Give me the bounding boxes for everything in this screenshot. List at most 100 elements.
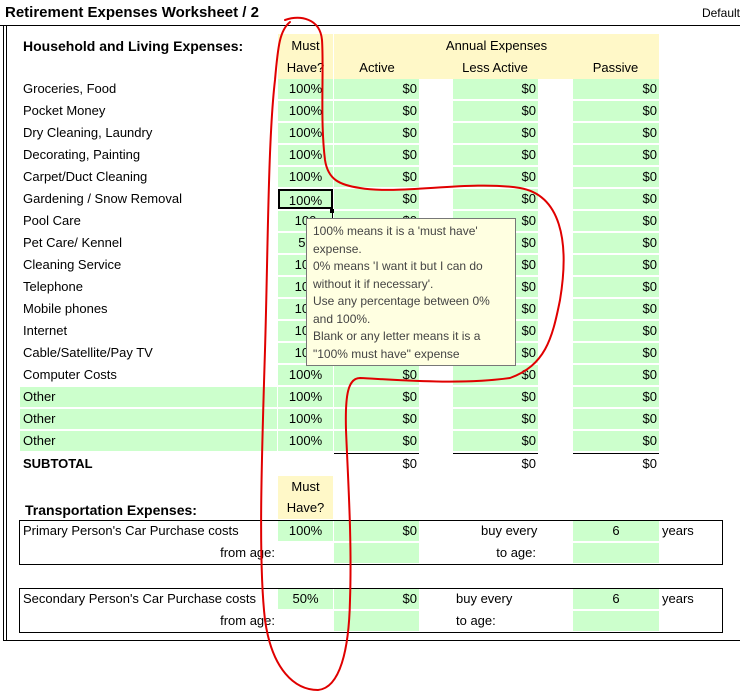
expense-label: Pocket Money — [23, 103, 106, 118]
passive-expense-cell[interactable]: $0 — [573, 409, 659, 429]
passive-expense-cell[interactable]: $0 — [573, 79, 659, 99]
secondary-to-age-input[interactable] — [573, 611, 659, 631]
secondary-buy-every-label: buy every — [456, 591, 513, 606]
active-expense-cell[interactable]: $0 — [334, 123, 419, 143]
annual-expenses-header: Annual Expenses Active Less Active Passi… — [334, 34, 659, 79]
primary-car-label: Primary Person's Car Purchase costs — [23, 523, 239, 538]
primary-car-cost[interactable]: $0 — [334, 521, 419, 541]
must-have-cell[interactable]: 100% — [278, 79, 333, 99]
active-expense-cell[interactable]: $0 — [334, 101, 419, 121]
secondary-years-label: years — [662, 591, 694, 606]
passive-expense-cell[interactable]: $0 — [573, 343, 659, 363]
must-have-header: Must Have? — [278, 34, 333, 79]
active-expense-cell[interactable]: $0 — [334, 145, 419, 165]
col-header-passive: Passive — [592, 60, 639, 75]
expense-label: Dry Cleaning, Laundry — [23, 125, 153, 140]
frame-left-border — [3, 26, 4, 640]
passive-expense-cell[interactable]: $0 — [573, 233, 659, 253]
less-active-expense-cell[interactable]: $0 — [453, 79, 538, 99]
annual-expenses-title: Annual Expenses — [445, 38, 548, 53]
must-have-cell[interactable]: 100% — [278, 123, 333, 143]
must-have-cell[interactable]: 100% — [278, 409, 333, 429]
passive-expense-cell[interactable]: $0 — [573, 387, 659, 407]
expense-label[interactable]: Other — [20, 387, 277, 407]
primary-car-must-have[interactable]: 100% — [278, 521, 333, 541]
frame-bottom-border — [3, 640, 740, 641]
active-expense-cell[interactable]: $0 — [334, 409, 419, 429]
less-active-expense-cell[interactable]: $0 — [453, 409, 538, 429]
must-have-cell[interactable]: 100% — [278, 365, 333, 385]
transport-heading: Transportation Expenses: — [25, 502, 197, 518]
primary-years-input[interactable]: 6 — [573, 521, 659, 541]
less-active-expense-cell[interactable]: $0 — [453, 167, 538, 187]
less-active-expense-cell[interactable]: $0 — [453, 101, 538, 121]
must-have-cell[interactable]: 100% — [278, 101, 333, 121]
must-have-header-line1: Must — [291, 38, 320, 53]
less-active-expense-cell[interactable]: $0 — [453, 365, 538, 385]
expense-label: Internet — [23, 323, 68, 338]
subtotal-less-active: $0 — [521, 456, 536, 471]
must-have-header-line2: Have? — [286, 60, 325, 75]
passive-expense-cell[interactable]: $0 — [573, 431, 659, 451]
title-divider — [0, 25, 740, 26]
primary-buy-every-label: buy every — [481, 523, 538, 538]
less-active-expense-cell[interactable]: $0 — [453, 145, 538, 165]
expense-label: Cable/Satellite/Pay TV — [23, 345, 153, 360]
secondary-car-must-have[interactable]: 50% — [278, 589, 333, 609]
secondary-from-age-label: from age: — [220, 613, 275, 628]
transport-must-have-header: Must Have? — [278, 476, 333, 519]
secondary-car-cost[interactable]: $0 — [334, 589, 419, 609]
less-active-expense-cell[interactable]: $0 — [453, 189, 538, 209]
expense-label[interactable]: Other — [20, 431, 277, 451]
must-have-cell[interactable]: 100% — [278, 387, 333, 407]
expense-label: Cleaning Service — [23, 257, 122, 272]
must-have-cell[interactable]: 100% — [278, 431, 333, 451]
must-have-cell[interactable]: 100% — [278, 189, 333, 209]
passive-expense-cell[interactable]: $0 — [573, 321, 659, 341]
expense-label: Telephone — [23, 279, 83, 294]
subtotal-passive: $0 — [642, 456, 657, 471]
active-expense-cell[interactable]: $0 — [334, 365, 419, 385]
passive-expense-cell[interactable]: $0 — [573, 167, 659, 187]
passive-expense-cell[interactable]: $0 — [573, 189, 659, 209]
worksheet-title: Retirement Expenses Worksheet / 2 — [5, 4, 259, 21]
primary-to-age-input[interactable] — [573, 543, 659, 563]
secondary-from-age-input[interactable] — [334, 611, 419, 631]
expense-label: Computer Costs — [23, 367, 117, 382]
passive-expense-cell[interactable]: $0 — [573, 123, 659, 143]
active-expense-cell[interactable]: $0 — [334, 431, 419, 451]
passive-expense-cell[interactable]: $0 — [573, 277, 659, 297]
active-expense-cell[interactable]: $0 — [334, 387, 419, 407]
primary-from-age-input[interactable] — [334, 543, 419, 563]
transport-must-have-line2: Have? — [286, 500, 325, 515]
active-expense-cell[interactable]: $0 — [334, 79, 419, 99]
frame-left-border-inner — [6, 26, 7, 640]
secondary-years-input[interactable]: 6 — [573, 589, 659, 609]
secondary-car-label: Secondary Person's Car Purchase costs — [23, 591, 256, 606]
active-expense-cell[interactable]: $0 — [334, 189, 419, 209]
less-active-expense-cell[interactable]: $0 — [453, 387, 538, 407]
expense-label: Mobile phones — [23, 301, 108, 316]
col-header-less-active: Less Active — [462, 60, 528, 75]
passive-expense-cell[interactable]: $0 — [573, 255, 659, 275]
passive-expense-cell[interactable]: $0 — [573, 365, 659, 385]
secondary-to-age-label: to age: — [456, 613, 496, 628]
subtotal-label: SUBTOTAL — [23, 456, 93, 471]
must-have-cell[interactable]: 100% — [278, 145, 333, 165]
passive-expense-cell[interactable]: $0 — [573, 145, 659, 165]
passive-expense-cell[interactable]: $0 — [573, 299, 659, 319]
passive-expense-cell[interactable]: $0 — [573, 101, 659, 121]
passive-expense-cell[interactable]: $0 — [573, 211, 659, 231]
expense-label[interactable]: Other — [20, 409, 277, 429]
expense-label: Pet Care/ Kennel — [23, 235, 123, 250]
template-label: Default — [701, 6, 740, 20]
expense-label: Carpet/Duct Cleaning — [23, 169, 148, 184]
expense-label: Gardening / Snow Removal — [23, 191, 182, 206]
primary-years-label: years — [662, 523, 694, 538]
active-expense-cell[interactable]: $0 — [334, 167, 419, 187]
subtotal-active: $0 — [402, 456, 417, 471]
primary-from-age-label: from age: — [220, 545, 275, 560]
must-have-cell[interactable]: 100% — [278, 167, 333, 187]
less-active-expense-cell[interactable]: $0 — [453, 123, 538, 143]
less-active-expense-cell[interactable]: $0 — [453, 431, 538, 451]
